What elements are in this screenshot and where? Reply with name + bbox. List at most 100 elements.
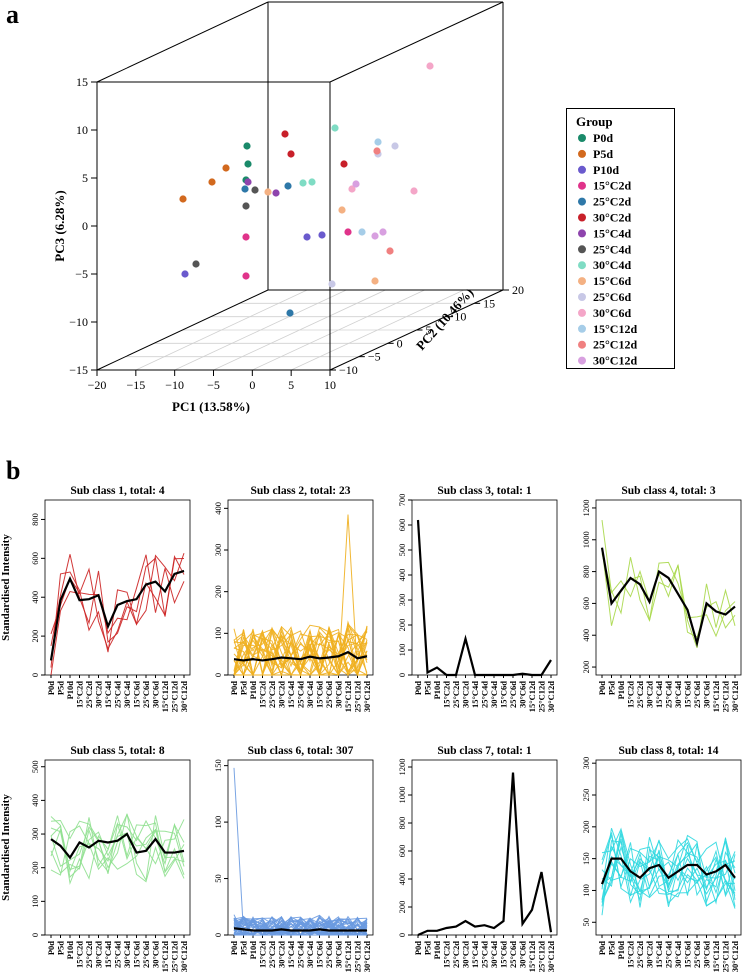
legend-swatch	[578, 197, 586, 206]
x-tick-label: 15°C4d	[103, 941, 113, 968]
mean-profile-line	[233, 650, 368, 662]
x-tick-label: 30°C6d	[702, 681, 712, 708]
x-tick-label: 15°C6d	[132, 681, 142, 708]
x-tick-label: 25°C12d	[721, 681, 731, 713]
y-tick-label: 0	[82, 219, 88, 233]
x-tick-label: P5d	[56, 681, 66, 695]
y-tick-label: 300	[397, 594, 407, 607]
y-tick-label: 100	[213, 627, 223, 640]
x-tick-label: 25°C2d	[635, 941, 645, 968]
legend-swatch	[578, 340, 586, 349]
legend-swatch	[578, 261, 586, 270]
x-tick-label: 25°C4d	[480, 681, 490, 708]
box-edge	[96, 289, 269, 371]
sample-point	[379, 228, 387, 236]
member-profile-line	[233, 627, 368, 677]
x-tick-label: P5d	[239, 941, 249, 955]
sample-point	[348, 185, 356, 193]
sample-point	[426, 62, 434, 70]
x-tick-label: 15°C6d	[132, 941, 142, 968]
panel-label-a: a	[6, 0, 19, 29]
member-profile-line	[233, 626, 368, 677]
x-tick-label: 15°C4d	[654, 941, 664, 968]
x-tick-label: 25°C4d	[113, 941, 123, 968]
member-profile-line	[50, 554, 185, 647]
profile-panel: Sub class 6, total: 307 0 50 100 150 P0d P5d P1…	[213, 745, 374, 973]
x-tick-label: 15°C12d	[160, 941, 170, 973]
y-tick-label: −10	[69, 315, 88, 329]
x-tick-label: 30°C6d	[151, 681, 161, 708]
x-tick-label: 0	[249, 378, 255, 392]
x-tick-label: P0d	[413, 681, 423, 695]
x-tick-label: P10d	[432, 941, 442, 960]
y-tick-label: 5	[82, 171, 88, 185]
mean-profile-line	[50, 832, 185, 860]
x-tick-label: 30°C6d	[151, 941, 161, 968]
sample-point	[251, 186, 259, 194]
member-profile-line	[233, 628, 368, 677]
y-tick-label: 50	[213, 874, 223, 883]
x-tick-label: 25°C4d	[664, 681, 674, 708]
sample-point	[328, 280, 336, 288]
legend-entry: P0d	[593, 131, 613, 145]
mean-profile-line	[417, 772, 553, 937]
y-tick-label: 800	[397, 817, 407, 830]
member-profile-line	[601, 838, 736, 887]
x-tick-label: P0d	[597, 941, 607, 955]
x-tick-label: P10d	[432, 681, 442, 700]
sample-point	[243, 142, 251, 150]
x-tick-label: P10d	[65, 941, 75, 960]
sample-point	[244, 160, 252, 168]
x-tick-label: 15°C6d	[683, 941, 693, 968]
x-tick-label: 15°C2d	[258, 681, 268, 708]
member-profile-line	[50, 553, 185, 676]
x-tick-label: 15°C2d	[626, 941, 636, 968]
x-tick-label: 30°C2d	[645, 681, 655, 708]
x-tick-label: 25°C6d	[324, 681, 334, 708]
x-tick-label: 30°C2d	[461, 941, 471, 968]
x-tick-label: 30°C4d	[489, 941, 499, 968]
x-tick-label: 15°C2d	[442, 941, 452, 968]
y-tick-label: 0	[30, 933, 40, 937]
panel-label-b: b	[6, 456, 21, 485]
sample-point	[241, 185, 249, 193]
x-tick-label: P10d	[248, 941, 258, 960]
legend-entry: 25°C6d	[593, 290, 631, 304]
sample-point	[371, 277, 379, 285]
y-tick-label: 200	[581, 661, 591, 674]
x-tick-label: 25°C2d	[84, 941, 94, 968]
x-axis-label: PC1 (13.58%)	[172, 399, 250, 414]
x-tick-label: 15°C4d	[103, 681, 113, 708]
member-profile-line	[601, 850, 736, 905]
panel-title: Sub class 6, total: 307	[248, 745, 354, 757]
y-tick-label: 100	[397, 644, 407, 657]
y-tick-label: 400	[397, 569, 407, 582]
z-tick-label: −5	[368, 350, 381, 364]
x-tick-label: 25°C2d	[451, 941, 461, 968]
y-tick-label: 1000	[581, 531, 591, 548]
x-tick-label: 25°C6d	[324, 941, 334, 968]
x-tick-label: P0d	[46, 681, 56, 695]
y-tick-label: 0	[213, 933, 223, 937]
y-tick-label: 400	[397, 873, 407, 886]
x-tick-label: 15°C6d	[315, 681, 325, 708]
x-tick-label: P0d	[229, 681, 239, 695]
legend-swatch	[578, 229, 586, 238]
plot-frame	[411, 759, 558, 936]
x-tick-label: 30°C4d	[673, 681, 683, 708]
sample-point	[340, 160, 348, 168]
member-profile-line	[233, 636, 368, 677]
y-tick-label: 250	[581, 789, 591, 802]
legend-swatch	[578, 277, 586, 286]
z-tick-label: 20	[512, 283, 524, 297]
x-tick-label: 15°C12d	[343, 941, 353, 973]
x-tick-label: 25°C12d	[353, 681, 363, 713]
x-tick-label: 25°C2d	[451, 681, 461, 708]
x-tick-label: 30°C12d	[362, 941, 372, 973]
member-profile-line	[50, 813, 185, 876]
sample-point	[222, 164, 230, 172]
profile-panel: Sub class 3, total: 1 0 100 200 300 400 500 600…	[397, 485, 558, 712]
x-tick-label: 15°C12d	[711, 941, 721, 973]
y-tick-label: 200	[30, 861, 40, 874]
